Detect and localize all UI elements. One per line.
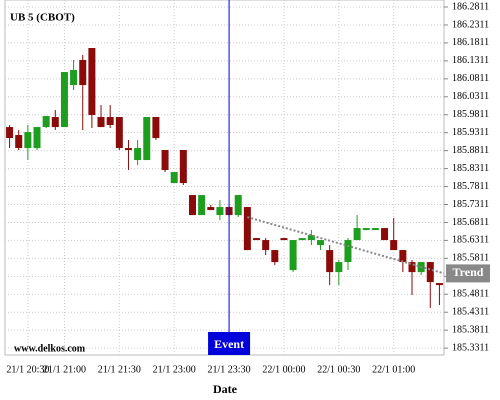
x-tick-label: 21/1 20:30 <box>6 364 49 375</box>
y-tick-label: 185.9811 <box>452 109 489 120</box>
y-tick-label: 185.6311 <box>452 235 489 246</box>
candle-body <box>307 235 315 241</box>
candle-body <box>60 72 68 128</box>
candle-body <box>317 240 325 246</box>
candle-body <box>426 262 434 283</box>
candle-body <box>188 195 196 216</box>
candle-body <box>24 132 32 149</box>
candle-body <box>152 117 160 139</box>
x-tick-label: 22/1 00:00 <box>262 364 305 375</box>
event-label: Event <box>214 337 244 351</box>
y-tick-label: 185.7311 <box>452 199 489 210</box>
candle-body <box>70 70 78 86</box>
watermark: www.delkos.com <box>14 343 86 354</box>
x-tick-label: 21/1 23:00 <box>153 364 196 375</box>
candle-body <box>51 117 59 128</box>
x-axis-label: Date <box>213 382 238 396</box>
candle-body <box>262 240 270 251</box>
x-tick-label: 21/1 23:30 <box>208 364 251 375</box>
candle-body <box>289 240 297 271</box>
candle-body <box>143 117 151 161</box>
candle-body <box>170 172 178 184</box>
y-tick-label: 185.7811 <box>452 181 489 192</box>
candle-body <box>390 240 398 251</box>
candle-body <box>207 207 215 211</box>
x-tick-label: 21/1 21:30 <box>98 364 141 375</box>
candle-body <box>381 228 389 241</box>
y-tick-label: 186.0311 <box>452 91 489 102</box>
trend-label: Trend <box>453 265 484 279</box>
y-tick-label: 185.8811 <box>452 145 489 156</box>
candle-body <box>253 238 261 241</box>
y-tick-label: 186.0811 <box>452 73 489 84</box>
candle-body <box>371 228 379 231</box>
candle-body <box>161 150 169 171</box>
y-tick-label: 185.3311 <box>452 342 489 353</box>
x-tick-label: 22/1 01:00 <box>372 364 415 375</box>
candle-body <box>88 48 96 116</box>
candle-body <box>353 228 361 241</box>
candle-body <box>124 148 132 151</box>
candle-body <box>134 148 142 161</box>
candle-body <box>435 283 443 286</box>
candle-body <box>198 195 206 216</box>
y-tick-label: 185.8311 <box>452 163 489 174</box>
candle-body <box>362 228 370 231</box>
y-tick-label: 186.1811 <box>452 37 489 48</box>
x-tick-label: 21/1 21:00 <box>43 364 86 375</box>
candle-body <box>6 127 14 139</box>
candle-body <box>271 250 279 263</box>
candle-body <box>179 150 187 184</box>
candle-body <box>344 240 352 263</box>
y-tick-label: 186.1311 <box>452 55 489 66</box>
candle-body <box>298 238 306 241</box>
candle-body <box>280 238 288 241</box>
y-tick-label: 185.4811 <box>452 289 489 300</box>
trend-label-box <box>446 264 490 283</box>
candle-body <box>15 135 23 149</box>
y-tick-label: 185.6811 <box>452 217 489 228</box>
candle-body <box>42 116 50 128</box>
y-tick-label: 185.3811 <box>452 324 489 335</box>
y-tick-label: 185.4311 <box>452 307 489 318</box>
plot-area <box>4 0 445 356</box>
candle-body <box>115 117 123 149</box>
y-tick-label: 186.2311 <box>452 19 489 30</box>
event-label-box <box>208 332 251 355</box>
candle-body <box>79 60 87 86</box>
x-tick-label: 22/1 00:30 <box>317 364 360 375</box>
candle-body <box>234 195 242 216</box>
y-tick-label: 185.5811 <box>452 253 489 264</box>
y-tick-label: 185.9311 <box>452 127 489 138</box>
candle-body <box>106 117 114 126</box>
candle-body <box>399 250 407 263</box>
candle-body <box>335 262 343 273</box>
candle-body <box>408 262 416 273</box>
chart-title: UB 5 (CBOT) <box>10 12 75 24</box>
candle-body <box>216 207 224 216</box>
candle-body <box>326 250 334 273</box>
candle-body <box>243 207 251 251</box>
candle-body <box>97 117 105 128</box>
y-tick-label: 186.2811 <box>452 1 489 12</box>
candle-body <box>33 127 41 149</box>
